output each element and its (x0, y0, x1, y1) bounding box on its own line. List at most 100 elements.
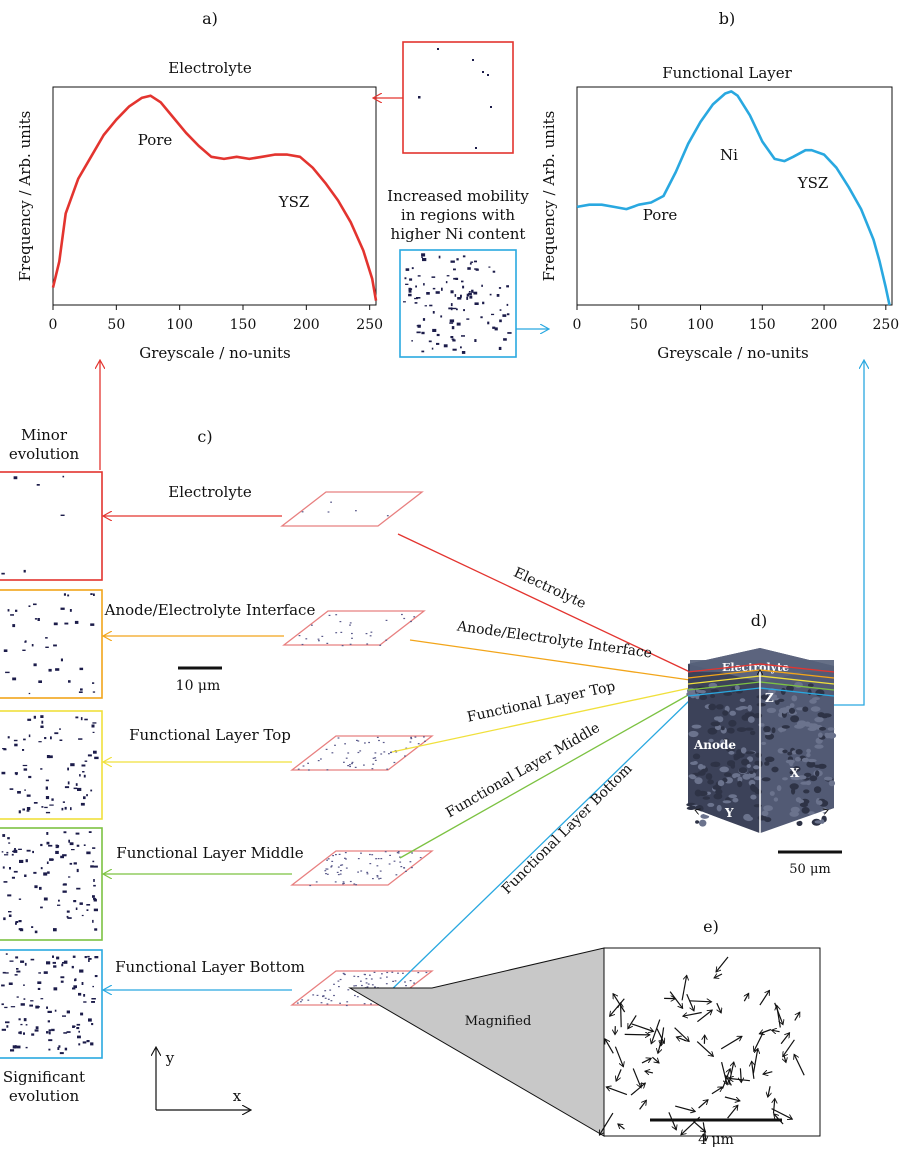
slice-dot (392, 980, 394, 982)
pore-dot (93, 865, 98, 868)
slice-dot (413, 616, 416, 618)
slice-dot (355, 985, 357, 987)
pore-dot (60, 855, 64, 859)
cube-particle (689, 805, 696, 810)
cube-particle (804, 721, 811, 727)
slice-dot (369, 635, 372, 637)
pore-dot (424, 305, 427, 307)
cube-particle (787, 751, 793, 756)
cube-particle (716, 743, 722, 747)
pore-dot (59, 728, 61, 730)
pore-dot (94, 956, 99, 959)
slice-dot (354, 766, 357, 768)
slice-dot (334, 744, 336, 746)
cube-particle (750, 794, 757, 800)
panel-e-label: e) (703, 917, 719, 936)
pore-dot (63, 883, 67, 885)
slice-dot (334, 881, 337, 883)
pore-dot (93, 898, 97, 902)
slice-dot (345, 757, 348, 759)
pore-dot (92, 895, 95, 898)
cube-particle (780, 687, 786, 695)
pore-dot (70, 763, 75, 767)
cube-particle (741, 714, 750, 721)
slice-dot (368, 741, 370, 744)
slice-dot (297, 768, 300, 770)
vector-arrow (759, 1028, 772, 1034)
pore-dot (405, 268, 410, 271)
slice-dot (423, 736, 425, 738)
slice-dot (339, 873, 342, 875)
slice-dot (330, 501, 332, 503)
pore-dot (11, 876, 15, 879)
pore-dot (421, 350, 425, 353)
anode-cube (686, 648, 837, 834)
pore-dot (83, 994, 86, 997)
pore-dot (45, 796, 50, 800)
vector-arrow (716, 1002, 721, 1013)
cube-particle (804, 772, 812, 778)
pore-dot (474, 260, 477, 263)
slice-dot (367, 983, 370, 985)
pore-dot (52, 955, 54, 958)
cube-particle (807, 683, 814, 687)
slice-dot (409, 741, 412, 743)
cube-particle (723, 772, 732, 777)
chart-a-frame (52, 86, 377, 306)
cube-particle (782, 749, 788, 754)
vector-arrow (641, 1058, 651, 1064)
connector-line-5 (384, 699, 691, 997)
pore-dot (77, 1035, 81, 1039)
pore-dot (93, 750, 97, 754)
pore-dot (3, 917, 6, 921)
pore-dot (40, 867, 43, 870)
pore-dot (24, 789, 26, 791)
slice-dot (378, 878, 380, 880)
pore-dot (38, 680, 42, 683)
pore-dot (52, 961, 56, 964)
pore-dot (449, 322, 454, 324)
slice-dot (353, 985, 356, 987)
pore-dot (62, 1015, 66, 1017)
slice-dot (386, 976, 388, 978)
slice-dot (343, 973, 346, 975)
vector-arrow (721, 1069, 731, 1089)
pore-dot (81, 914, 84, 917)
scale-label-10um: 10 μm (176, 678, 221, 694)
layer-label-3: Functional Layer Top (129, 726, 291, 744)
cube-particle (733, 756, 739, 761)
pore-dot (494, 327, 498, 331)
pore-dot (30, 1000, 33, 1002)
pore-dot (22, 808, 25, 811)
cube-particle (702, 796, 710, 800)
pore-dot (22, 649, 26, 651)
slice-dot (327, 511, 330, 513)
vector-arrow (698, 1100, 709, 1109)
slice-dot (365, 978, 368, 980)
mobility-text-line2: in regions with (401, 206, 515, 224)
pore-dot (450, 260, 455, 263)
slice-dot (320, 1002, 323, 1004)
slice-dot (405, 747, 408, 749)
slice-dot (374, 986, 376, 988)
pore-dot (92, 919, 94, 923)
cube-particle (699, 819, 707, 827)
cube-particle (806, 748, 811, 754)
slice-dot (312, 994, 315, 996)
slice-dot (375, 858, 377, 860)
panel-c-label: c) (197, 427, 212, 446)
pore-dot (453, 277, 457, 280)
pore-dot (482, 301, 485, 305)
pore-dot (55, 850, 59, 854)
cube-particle (789, 783, 799, 790)
cube-particle (715, 704, 724, 710)
pore-dot (53, 622, 58, 626)
slice-dot (349, 624, 351, 626)
cube-particle (751, 786, 758, 792)
slice-dot (347, 765, 349, 767)
pore-dot (438, 255, 441, 259)
slice-dot (301, 643, 304, 646)
pore-dot (88, 1018, 92, 1022)
pore-dot (453, 268, 456, 271)
pore-dot (67, 781, 70, 785)
